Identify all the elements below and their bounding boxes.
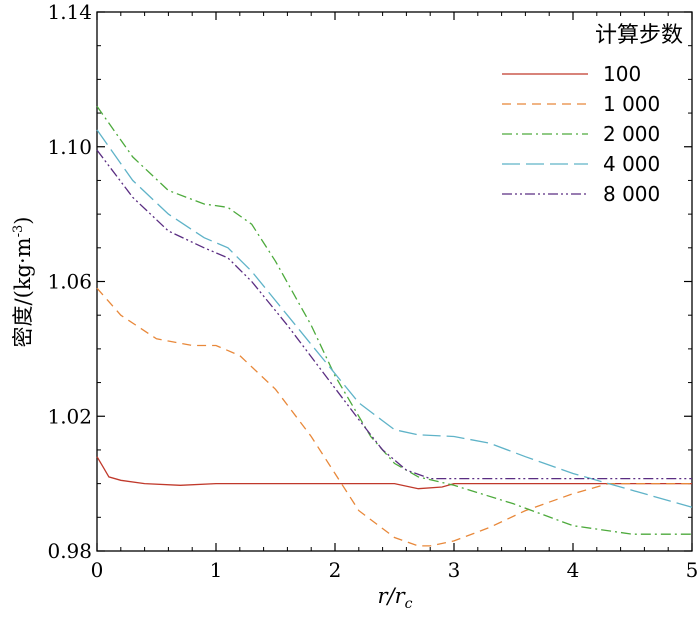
x-tick-label: 3 <box>448 558 461 582</box>
legend-label: 8 000 <box>603 182 660 206</box>
series-line-100 <box>96 456 692 490</box>
x-tick-label: 4 <box>567 558 580 582</box>
x-tick-label: 2 <box>329 558 342 582</box>
series-lines <box>96 105 693 547</box>
y-tick-label: 1.14 <box>47 0 92 24</box>
legend-title: 计算步数 <box>595 23 683 48</box>
legend-label: 100 <box>603 62 641 86</box>
legend-label: 2 000 <box>603 122 660 146</box>
y-axis-label-group: 密度/(kg·m-3) <box>11 217 35 348</box>
legend-label: 1 000 <box>603 92 660 116</box>
x-axis-label: r/rc <box>378 584 413 612</box>
x-axis-label-main: r/r <box>378 584 407 608</box>
legend-label: 4 000 <box>603 152 660 176</box>
series-line-8000 <box>96 149 692 480</box>
x-tick-label: 0 <box>91 558 104 582</box>
y-tick-label: 1.02 <box>47 404 92 428</box>
series-line-4000 <box>96 129 693 508</box>
axis-ticks: 0 1 2 3 4 5 0.98 1.02 1.06 1.10 1.14 <box>47 0 698 582</box>
y-tick-label: 0.98 <box>47 539 92 563</box>
series-line-2000 <box>96 105 692 535</box>
y-tick-label: 1.06 <box>47 270 92 294</box>
legend: 计算步数 100 1 000 2 000 4 000 8 000 <box>502 23 683 206</box>
y-axis-label: 密度/(kg·m-3) <box>11 217 35 348</box>
y-tick-label: 1.10 <box>47 135 92 159</box>
x-axis-label-group: r/rc <box>378 584 413 612</box>
x-tick-label: 5 <box>686 558 699 582</box>
series-line-1000 <box>96 287 692 547</box>
y-axis-label-main: 密度/(kg·m <box>11 237 35 347</box>
x-axis-label-subscript: c <box>405 596 413 612</box>
y-axis-label-superscript: -3 <box>11 225 26 238</box>
x-tick-label: 1 <box>210 558 223 582</box>
y-axis-label-close: ) <box>11 217 35 225</box>
